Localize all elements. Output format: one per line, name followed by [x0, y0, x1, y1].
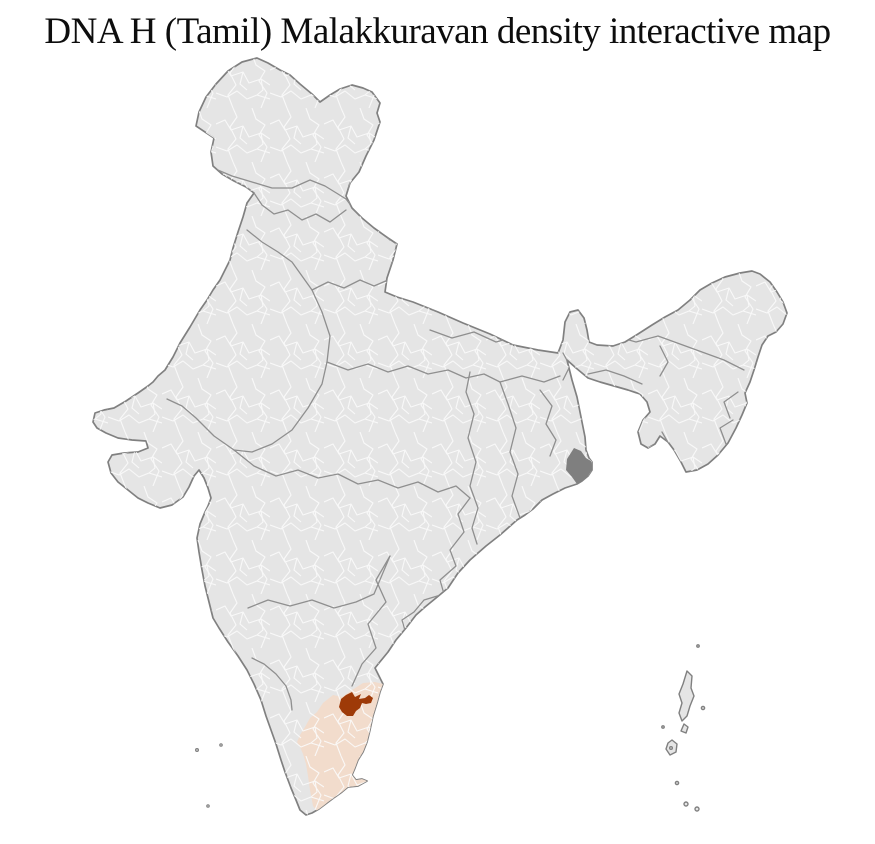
island-lagoon	[669, 746, 674, 751]
highlighted-district[interactable]	[339, 692, 373, 716]
andaman-nicobar-islands[interactable]	[661, 644, 706, 812]
page-title: DNA H (Tamil) Malakkuravan density inter…	[44, 11, 831, 52]
state-borders	[166, 167, 745, 711]
delta-shaded-area	[566, 448, 592, 484]
district-borders-overlay	[93, 58, 787, 815]
lakshadweep-islands[interactable]	[195, 743, 223, 808]
